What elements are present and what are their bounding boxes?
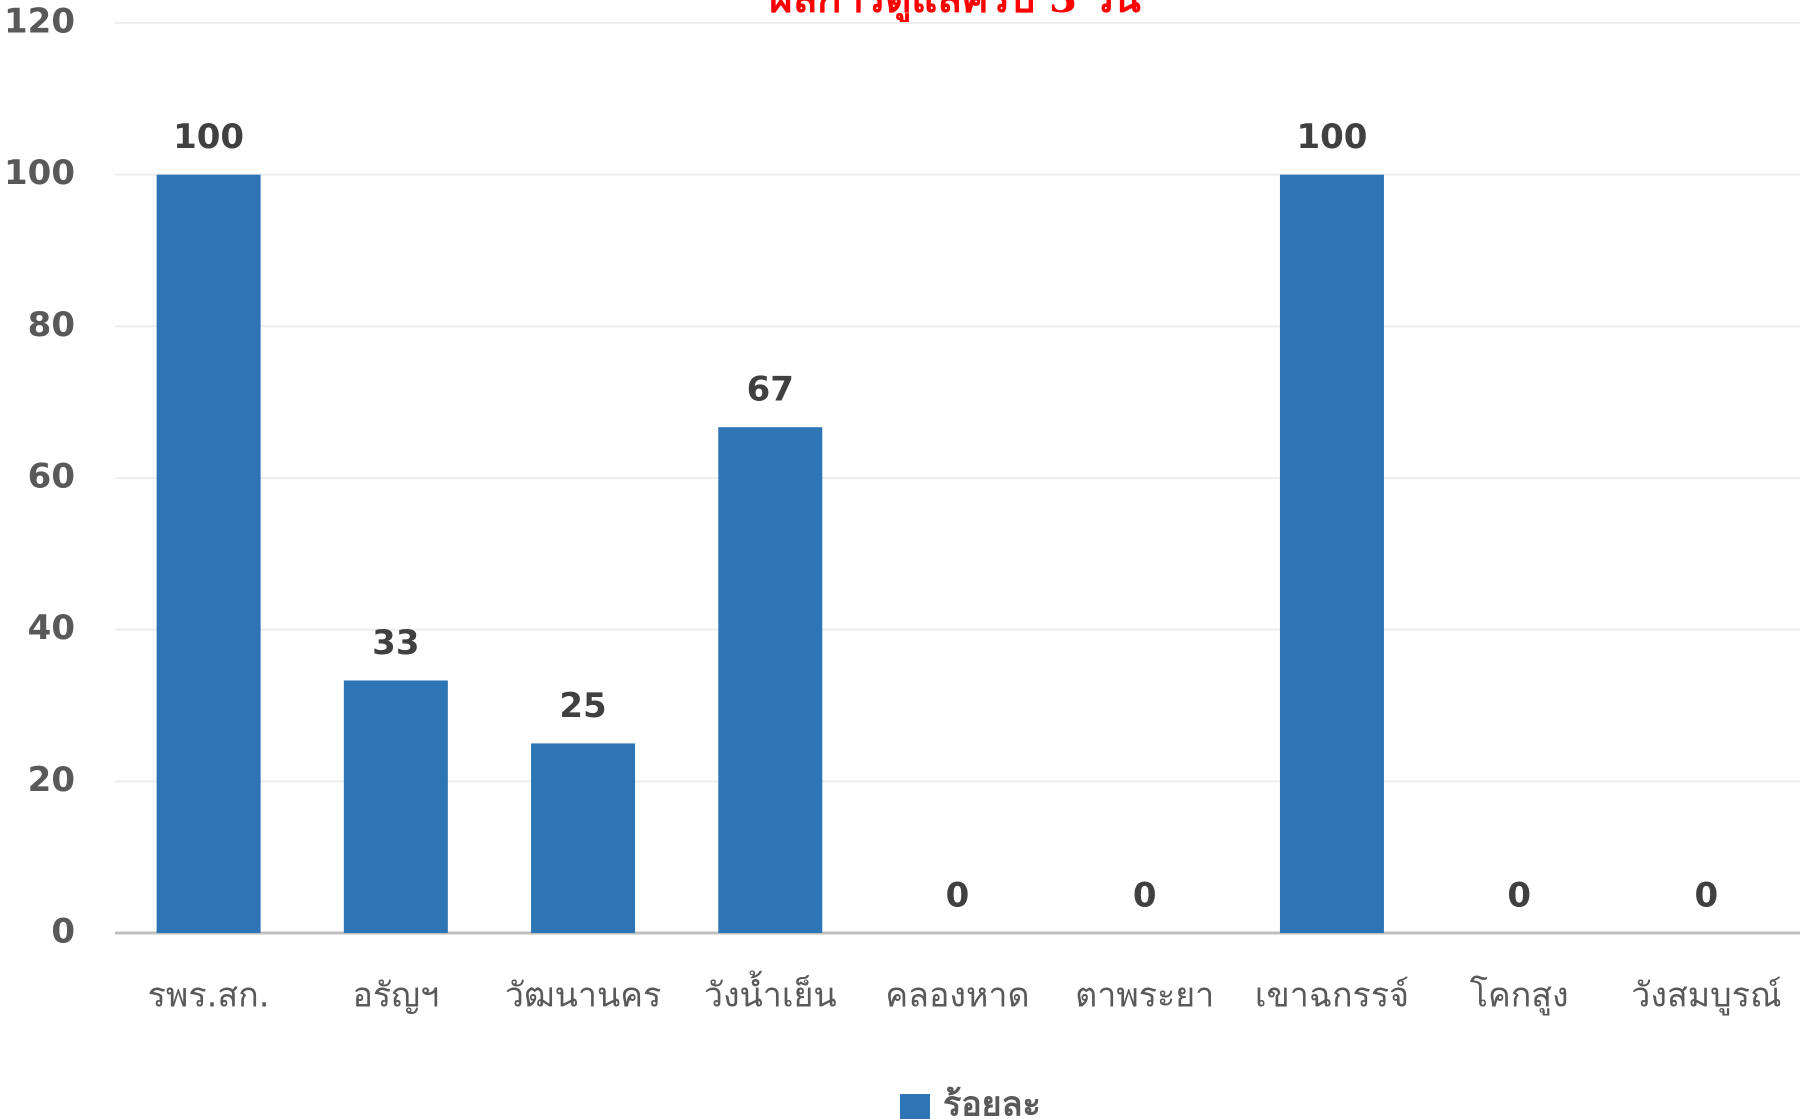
bar — [156, 174, 261, 933]
data-label: 0 — [1133, 876, 1157, 916]
y-tick-label: 20 — [28, 760, 75, 800]
bar — [1279, 174, 1384, 933]
y-tick-label: 40 — [28, 608, 75, 648]
bar — [718, 427, 823, 933]
y-tick-label: 60 — [28, 457, 75, 497]
y-tick-label: 100 — [4, 153, 75, 193]
x-tick-label: เขาฉกรรจ์ — [1255, 976, 1409, 1016]
x-tick-label: วัฒนานคร — [505, 976, 661, 1016]
legend-label: ร้อยละ — [943, 1085, 1041, 1119]
y-tick-label: 0 — [51, 912, 75, 952]
data-label: 25 — [559, 686, 606, 726]
x-tick-label: วังน้ำเย็น — [704, 971, 837, 1016]
x-tick-label: คลองหาด — [885, 976, 1029, 1016]
legend-swatch — [900, 1094, 930, 1119]
y-tick-label: 80 — [28, 305, 75, 345]
data-label: 67 — [747, 370, 794, 410]
bar — [343, 680, 448, 933]
bar — [531, 743, 636, 933]
x-tick-label: อรัญฯ — [352, 976, 439, 1016]
x-tick-label: โคกสูง — [1470, 976, 1569, 1016]
y-tick-label: 120 — [4, 2, 75, 42]
x-tick-label: รพร.สก. — [148, 976, 270, 1016]
chart-title: ผลการดูแลครบ 3 วัน — [769, 0, 1141, 23]
data-label: 100 — [1296, 117, 1367, 157]
x-tick-label: ตาพระยา — [1075, 976, 1214, 1016]
data-label: 0 — [1507, 876, 1531, 916]
x-tick-label: วังสมบูรณ์ — [1631, 976, 1781, 1016]
data-label: 0 — [1695, 876, 1719, 916]
data-label: 33 — [372, 623, 419, 663]
data-label: 100 — [173, 117, 244, 157]
data-label: 0 — [946, 876, 970, 916]
